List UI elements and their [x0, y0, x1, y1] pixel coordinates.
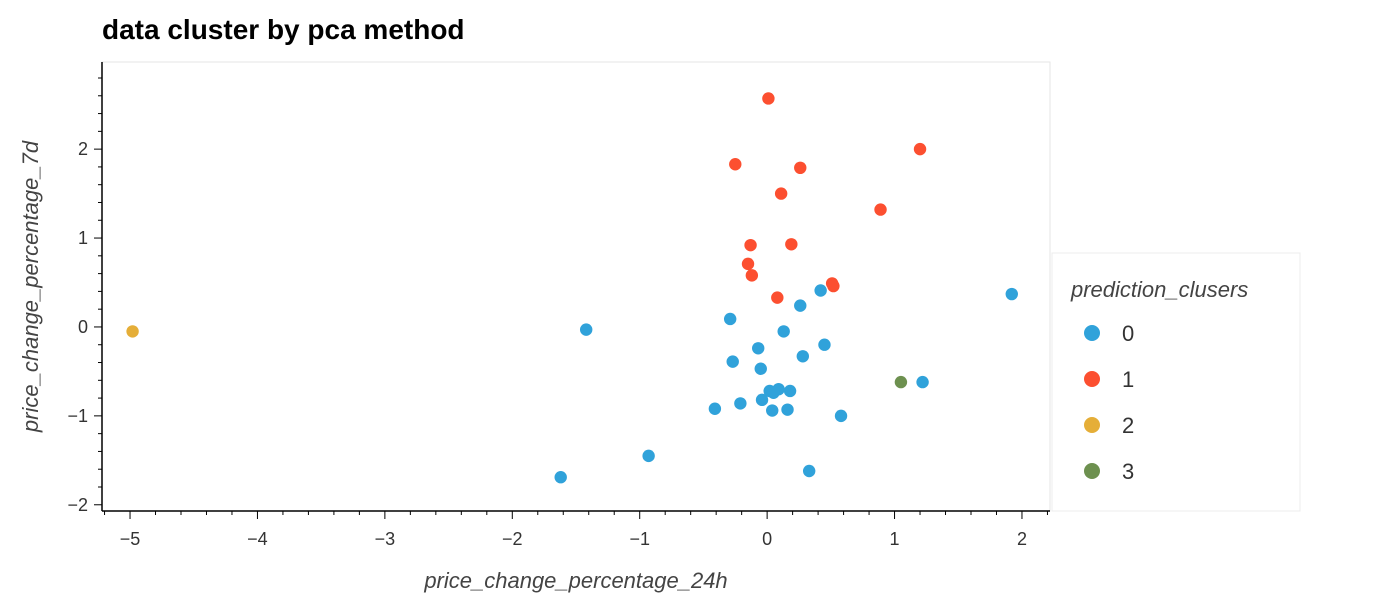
y-tick-label: 1: [78, 228, 88, 248]
data-point-cluster-2: [126, 325, 139, 338]
legend-marker-3: [1084, 463, 1100, 479]
data-point-cluster-1: [794, 161, 807, 175]
x-tick-label: 2: [1017, 529, 1027, 549]
legend-title: prediction_clusers: [1070, 277, 1248, 302]
legend-label-2: 2: [1122, 413, 1134, 438]
x-tick-label: −3: [375, 529, 396, 549]
data-point-cluster-0: [802, 464, 816, 478]
data-point-cluster-1: [762, 92, 775, 105]
data-point-cluster-0: [834, 409, 848, 423]
data-point-cluster-0: [726, 355, 739, 368]
x-tick-label: −5: [120, 529, 141, 549]
data-point-cluster-0: [814, 284, 827, 297]
x-tick-label: −1: [629, 529, 650, 549]
x-tick-label: 0: [762, 529, 772, 549]
data-point-cluster-0: [772, 382, 785, 396]
x-tick-label: −4: [247, 529, 268, 549]
legend-marker-0: [1084, 325, 1100, 341]
legend-marker-1: [1084, 371, 1100, 387]
data-point-cluster-1: [774, 187, 788, 200]
data-point-cluster-0: [754, 362, 767, 375]
y-tick-label: 2: [78, 139, 88, 159]
data-point-cluster-0: [818, 338, 831, 351]
data-point-cluster-1: [729, 158, 742, 171]
data-point-cluster-0: [781, 403, 794, 416]
data-point-cluster-3: [894, 375, 908, 389]
data-point-cluster-1: [741, 257, 755, 271]
data-point-cluster-0: [642, 449, 655, 463]
y-tick-label: 0: [78, 317, 88, 337]
legend-label-0: 0: [1122, 321, 1134, 346]
legend-label-3: 3: [1122, 459, 1134, 484]
x-tick-label: 1: [890, 529, 900, 549]
y-tick-label: −1: [67, 406, 88, 426]
data-point-cluster-1: [827, 279, 840, 293]
data-point-cluster-0: [916, 375, 929, 389]
y-axis-label: price_change_percentage_7d: [18, 140, 43, 433]
legend-label-1: 1: [1122, 367, 1134, 392]
data-point-cluster-1: [874, 203, 887, 216]
legend-marker-2: [1084, 417, 1100, 433]
data-point-cluster-0: [723, 312, 737, 326]
x-axis-label: price_change_percentage_24h: [423, 568, 727, 593]
data-point-cluster-0: [1005, 287, 1018, 301]
data-point-cluster-0: [794, 299, 807, 312]
data-point-cluster-1: [771, 291, 784, 304]
data-point-cluster-1: [744, 238, 757, 252]
data-point-cluster-0: [708, 402, 722, 415]
data-point-cluster-1: [745, 269, 759, 282]
data-point-cluster-1: [785, 238, 798, 251]
data-point-cluster-0: [554, 471, 567, 484]
y-tick-label: −2: [67, 495, 88, 515]
data-point-cluster-1: [913, 142, 927, 156]
data-point-cluster-0: [752, 342, 765, 355]
x-tick-label: −2: [502, 529, 523, 549]
chart-title: data cluster by pca method: [102, 14, 465, 45]
data-point-cluster-0: [579, 323, 593, 336]
data-point-cluster-0: [766, 404, 779, 417]
data-point-cluster-0: [777, 325, 790, 338]
data-point-cluster-0: [796, 350, 810, 363]
data-point-cluster-0: [755, 393, 769, 407]
data-point-cluster-0: [783, 384, 797, 398]
plot-frame: [101, 61, 1051, 512]
data-point-cluster-0: [734, 397, 747, 410]
